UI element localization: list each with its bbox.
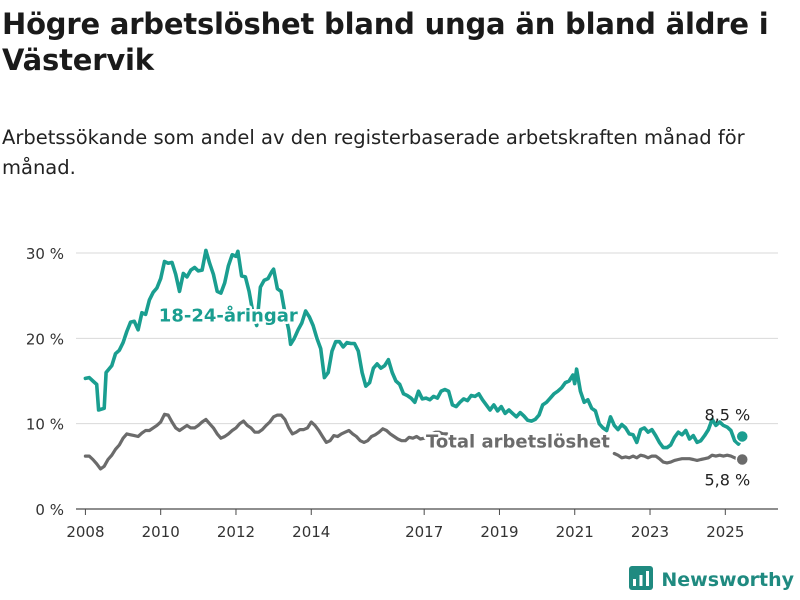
series-label-total: Total arbetslöshet xyxy=(426,432,610,453)
chart-subtitle: Arbetssökande som andel av den registerb… xyxy=(2,126,745,179)
series-end-point-total xyxy=(735,452,749,467)
series-line-total-tail xyxy=(612,451,744,465)
y-tick-label: 0 % xyxy=(35,501,64,519)
newsworthy-logo-icon xyxy=(629,566,654,594)
series-line-youth-halo xyxy=(82,247,746,451)
y-tick-label: 30 % xyxy=(26,245,64,263)
x-tick-label: 2019 xyxy=(480,523,518,541)
x-tick-label: 2008 xyxy=(66,523,104,541)
y-tick-label: 10 % xyxy=(26,416,64,434)
series-line-youth xyxy=(83,248,744,450)
brand-name: Newsworthy xyxy=(661,569,794,591)
x-tick-label: 2012 xyxy=(217,523,255,541)
y-tick-label: 20 % xyxy=(26,330,64,348)
x-tick-label: 2017 xyxy=(405,523,443,541)
x-tick-label: 2023 xyxy=(631,523,669,541)
x-tick-label: 2014 xyxy=(292,523,330,541)
x-tick-label: 2025 xyxy=(706,523,744,541)
end-label-youth: 8,5 % xyxy=(705,405,751,424)
brand-logo[interactable]: Newsworthy xyxy=(629,566,794,594)
x-tick-label: 2021 xyxy=(556,523,594,541)
chart-title: Högre arbetslöshet bland unga än bland ä… xyxy=(2,7,769,77)
series-label-youth: 18-24-åringar xyxy=(159,304,298,326)
series-end-point-youth xyxy=(735,429,749,444)
series-line-total xyxy=(83,412,449,471)
x-tick-label: 2010 xyxy=(142,523,180,541)
end-label-total: 5,8 % xyxy=(705,471,751,490)
